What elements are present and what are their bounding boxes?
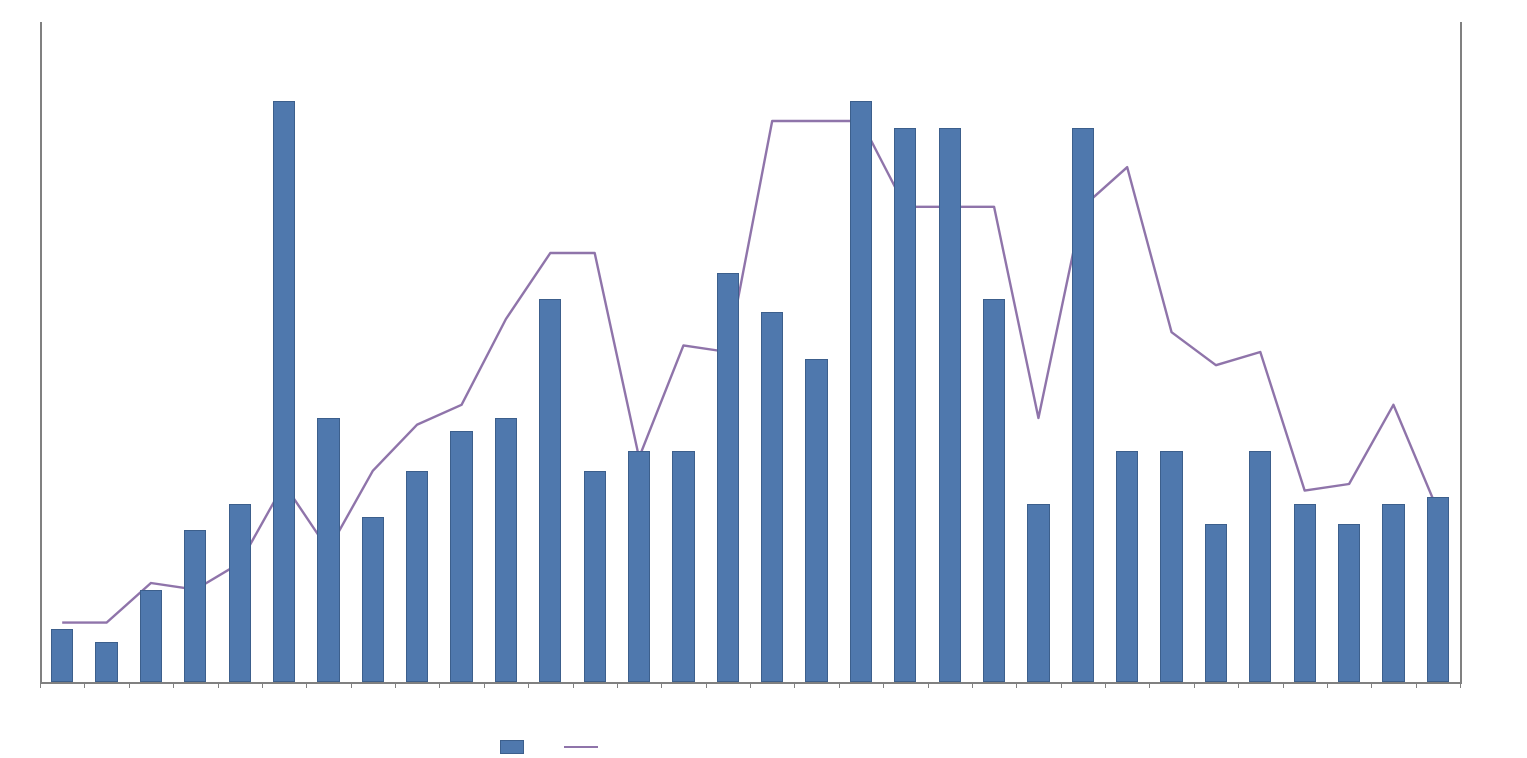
- bar: [584, 471, 606, 682]
- bar: [1205, 524, 1227, 682]
- x-tick: [972, 682, 973, 688]
- combo-chart: [0, 0, 1527, 758]
- bar: [1338, 524, 1360, 682]
- legend-item-line: [564, 746, 598, 748]
- y-axis: [40, 22, 42, 682]
- bar: [495, 418, 517, 682]
- x-tick: [794, 682, 795, 688]
- x-tick: [1194, 682, 1195, 688]
- bar: [184, 530, 206, 682]
- x-tick: [1016, 682, 1017, 688]
- x-tick: [1238, 682, 1239, 688]
- x-tick: [1460, 682, 1461, 688]
- x-tick: [617, 682, 618, 688]
- legend-item-bars: [500, 740, 524, 754]
- bar: [1249, 451, 1271, 682]
- trend-line: [62, 121, 1438, 623]
- bar: [805, 359, 827, 682]
- x-tick: [1416, 682, 1417, 688]
- bar: [628, 451, 650, 682]
- bar: [1027, 504, 1049, 682]
- bar: [939, 128, 961, 682]
- x-tick: [1283, 682, 1284, 688]
- bar: [1160, 451, 1182, 682]
- x-tick: [395, 682, 396, 688]
- x-tick: [1327, 682, 1328, 688]
- bar: [539, 299, 561, 682]
- bar: [229, 504, 251, 682]
- bar: [95, 642, 117, 682]
- bar: [317, 418, 339, 682]
- bar: [1427, 497, 1449, 682]
- bar: [1294, 504, 1316, 682]
- legend-line-swatch: [564, 746, 598, 748]
- y-axis-right: [1460, 22, 1462, 682]
- x-tick: [84, 682, 85, 688]
- x-tick: [573, 682, 574, 688]
- x-tick: [661, 682, 662, 688]
- x-tick: [750, 682, 751, 688]
- x-tick: [883, 682, 884, 688]
- bar: [850, 101, 872, 682]
- bar: [1382, 504, 1404, 682]
- x-tick: [1105, 682, 1106, 688]
- x-tick: [262, 682, 263, 688]
- x-tick: [528, 682, 529, 688]
- bar: [672, 451, 694, 682]
- bar: [51, 629, 73, 682]
- bar: [983, 299, 1005, 682]
- bar: [1116, 451, 1138, 682]
- chart-legend: [500, 740, 598, 754]
- x-tick: [706, 682, 707, 688]
- x-tick: [1061, 682, 1062, 688]
- bar: [894, 128, 916, 682]
- x-tick: [839, 682, 840, 688]
- bar: [717, 273, 739, 682]
- x-tick: [484, 682, 485, 688]
- x-tick: [218, 682, 219, 688]
- x-tick: [1371, 682, 1372, 688]
- x-tick: [1149, 682, 1150, 688]
- x-tick: [306, 682, 307, 688]
- bar: [450, 431, 472, 682]
- x-tick: [40, 682, 41, 688]
- legend-bar-swatch: [500, 740, 524, 754]
- bar: [273, 101, 295, 682]
- x-tick: [129, 682, 130, 688]
- bar: [761, 312, 783, 682]
- x-tick: [173, 682, 174, 688]
- bar: [140, 590, 162, 682]
- x-tick: [928, 682, 929, 688]
- bar: [362, 517, 384, 682]
- x-tick: [439, 682, 440, 688]
- x-tick: [351, 682, 352, 688]
- bar: [406, 471, 428, 682]
- bar: [1072, 128, 1094, 682]
